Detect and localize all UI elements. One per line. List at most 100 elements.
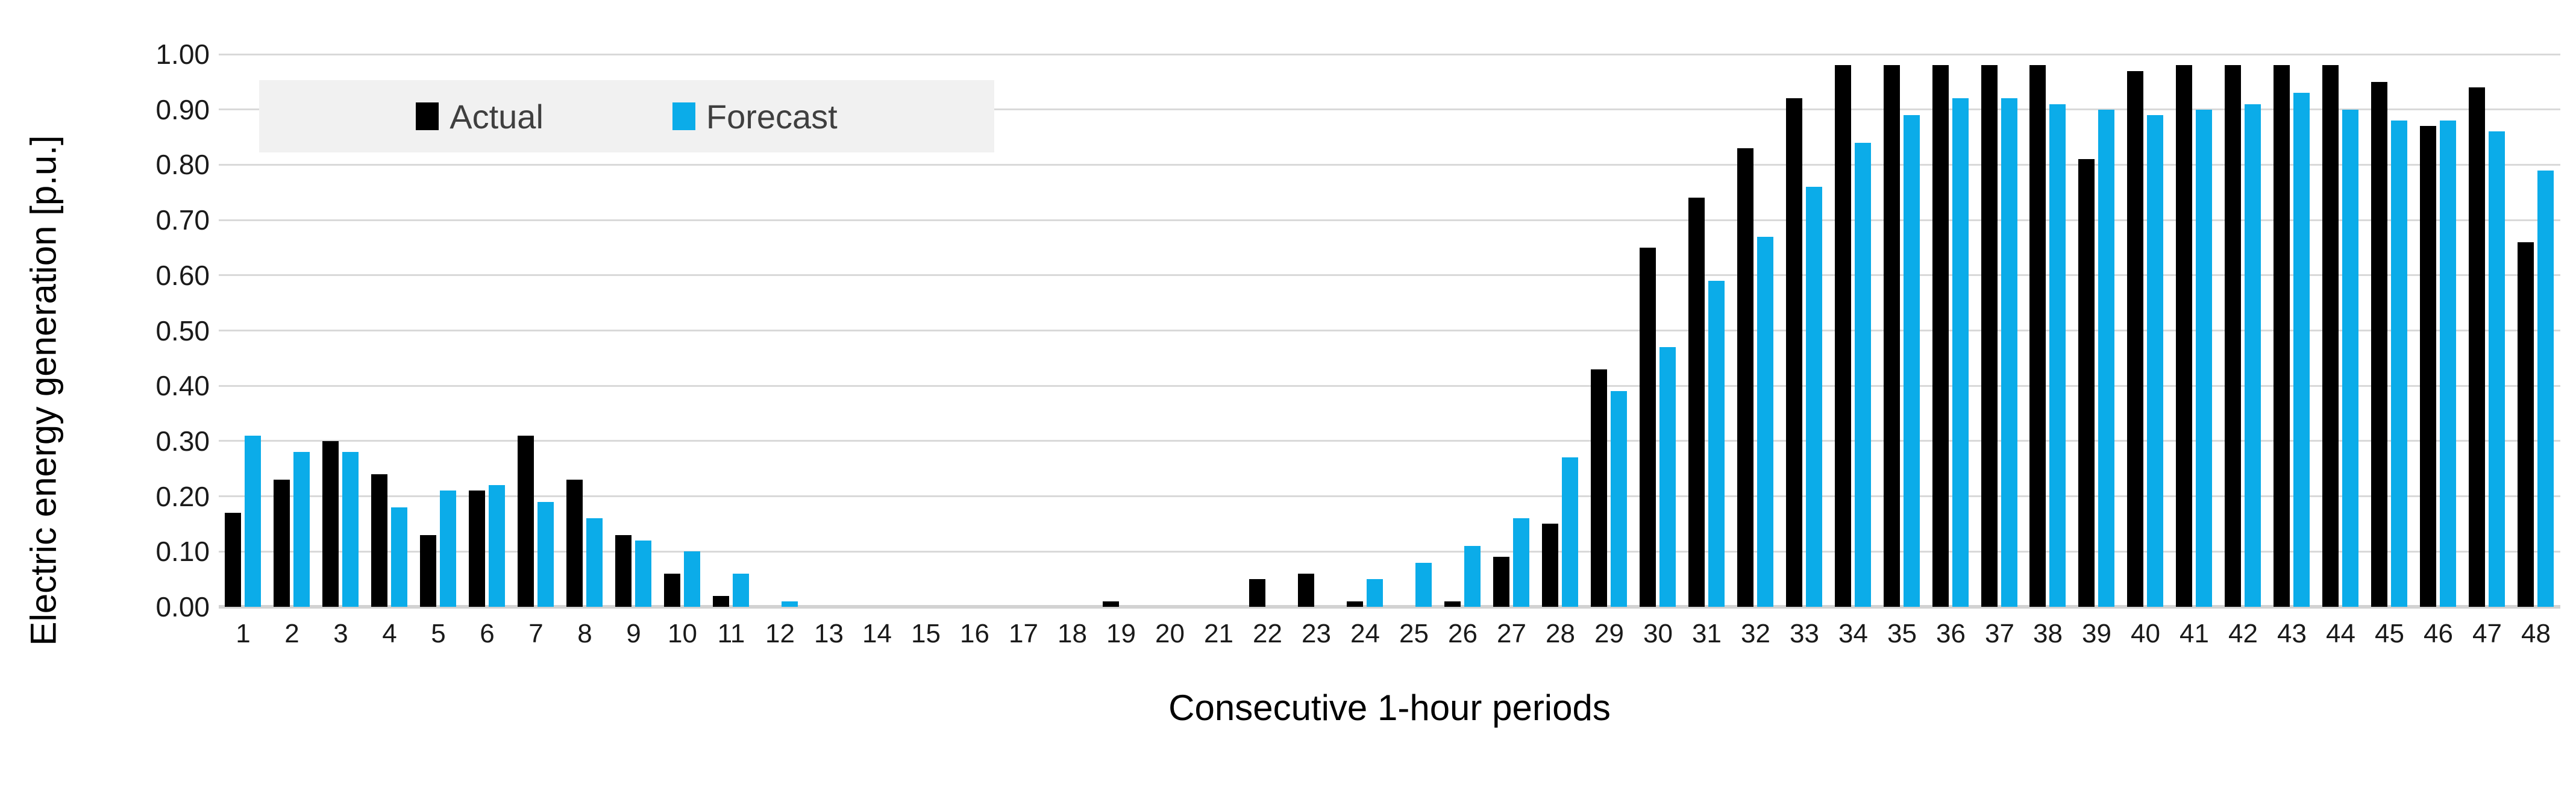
bar-forecast-period-34 [1855,143,1871,607]
bar-actual-period-23 [1298,574,1314,607]
gridline-0.00 [219,605,2560,609]
bar-actual-period-24 [1347,601,1363,607]
bar-forecast-period-46 [2440,121,2456,607]
gridline-0.60 [219,274,2560,277]
y-tick-label: 0.50 [155,315,210,346]
x-tick-label-19: 19 [1106,619,1136,648]
bar-forecast-period-29 [1611,391,1627,607]
bar-forecast-period-41 [2196,110,2212,607]
bar-forecast-period-38 [2049,104,2066,607]
gridline-0.20 [219,495,2560,498]
x-tick-label-11: 11 [717,619,745,648]
bar-forecast-period-26 [1464,546,1481,607]
x-tick-label-22: 22 [1253,619,1282,648]
x-tick-label-15: 15 [911,619,941,648]
x-tick-label-40: 40 [2131,619,2160,648]
x-tick-label-39: 39 [2082,619,2111,648]
bar-actual-period-4 [371,474,387,607]
y-tick-label: 0.20 [155,480,210,512]
bar-forecast-period-43 [2293,93,2310,607]
legend-label-actual: Actual [450,97,544,136]
bar-forecast-period-45 [2391,121,2407,607]
x-tick-label-3: 3 [333,619,348,648]
bar-actual-period-27 [1493,557,1509,607]
bar-forecast-period-12 [782,601,798,607]
bar-forecast-period-1 [245,436,261,607]
bar-forecast-period-40 [2147,115,2163,607]
bar-actual-period-33 [1786,98,1802,607]
bar-forecast-period-37 [2001,98,2017,607]
bar-forecast-period-33 [1806,187,1822,607]
y-tick-label: 0.80 [155,149,210,181]
gridline-0.80 [219,163,2560,166]
bar-forecast-period-27 [1513,518,1529,607]
x-tick-label-36: 36 [1936,619,1966,648]
x-tick-label-48: 48 [2521,619,2551,648]
bar-forecast-period-25 [1415,563,1432,607]
bar-actual-period-46 [2420,126,2436,607]
bar-forecast-period-9 [635,541,651,607]
y-tick-label: 0.30 [155,425,210,457]
bar-actual-period-35 [1884,65,1900,607]
x-tick-label-45: 45 [2375,619,2404,648]
bar-forecast-period-30 [1659,347,1676,607]
bar-actual-period-41 [2176,65,2192,607]
x-tick-label-43: 43 [2277,619,2307,648]
bar-actual-period-2 [274,480,290,607]
x-tick-label-10: 10 [668,619,697,648]
x-tick-label-30: 30 [1643,619,1673,648]
bar-actual-period-45 [2371,82,2387,607]
x-tick-label-24: 24 [1350,619,1380,648]
bar-forecast-period-44 [2342,110,2358,607]
y-axis-title: Electric energy generation [p.u.] [23,135,64,646]
x-tick-label-32: 32 [1741,619,1770,648]
bar-actual-period-29 [1591,369,1607,607]
bar-forecast-period-28 [1562,457,1578,607]
x-tick-label-23: 23 [1302,619,1331,648]
x-tick-label-18: 18 [1058,619,1087,648]
x-tick-label-41: 41 [2180,619,2209,648]
x-tick-label-14: 14 [862,619,892,648]
bar-actual-period-6 [469,491,485,607]
gridline-0.50 [219,330,2560,331]
legend-label-forecast: Forecast [706,97,838,136]
bar-actual-period-26 [1444,601,1461,607]
bar-forecast-period-11 [733,574,749,607]
bar-forecast-period-8 [586,518,603,607]
x-tick-label-2: 2 [284,619,299,648]
x-tick-label-29: 29 [1594,619,1624,648]
x-tick-label-20: 20 [1155,619,1185,648]
x-tick-label-42: 42 [2228,619,2258,648]
gridline-1.00 [219,53,2560,55]
bar-forecast-period-35 [1904,115,1920,607]
bar-forecast-period-24 [1367,579,1383,607]
bar-actual-period-47 [2469,87,2485,607]
bar-actual-period-7 [518,436,534,607]
bar-actual-period-8 [566,480,583,607]
y-tick-label: 0.60 [155,259,210,291]
bar-actual-period-30 [1640,248,1656,607]
bar-actual-period-32 [1737,148,1753,607]
actual-series-swatch [416,102,439,130]
x-tick-label-35: 35 [1887,619,1917,648]
gridline-0.70 [219,219,2560,221]
x-tick-label-7: 7 [528,619,544,648]
x-tick-label-21: 21 [1204,619,1233,648]
bar-actual-period-36 [1932,65,1949,607]
x-tick-label-26: 26 [1448,619,1478,648]
x-tick-label-33: 33 [1790,619,1819,648]
bar-actual-period-31 [1688,198,1705,607]
x-tick-label-25: 25 [1399,619,1429,648]
x-tick-label-6: 6 [480,619,495,648]
bar-actual-period-44 [2322,65,2339,607]
bar-forecast-period-39 [2098,110,2114,607]
x-tick-label-16: 16 [960,619,989,648]
bar-forecast-period-10 [684,551,700,607]
bar-forecast-period-4 [391,507,407,607]
x-tick-label-28: 28 [1546,619,1575,648]
x-tick-label-47: 47 [2472,619,2502,648]
x-tick-label-1: 1 [236,619,251,648]
y-tick-label: 0.10 [155,536,210,568]
y-tick-label: 0.70 [155,204,210,236]
